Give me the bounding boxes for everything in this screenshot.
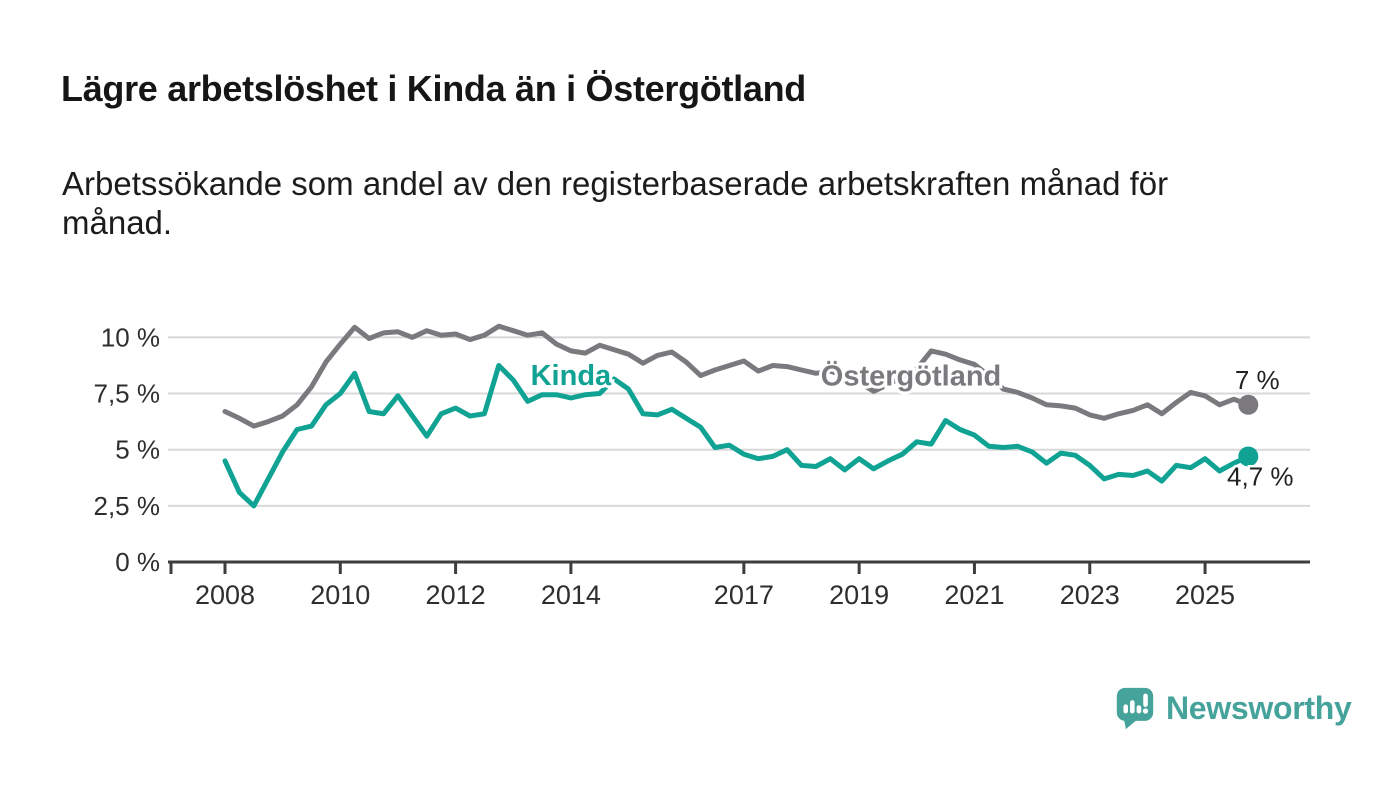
series-label-kinda: Kinda — [531, 360, 612, 392]
page-subtitle: Arbetssökande som andel av den registerb… — [62, 164, 1168, 242]
logo-bar-icon — [1123, 704, 1128, 714]
x-axis-label: 2010 — [310, 580, 370, 610]
newsworthy-logo: Newsworthy — [1116, 687, 1352, 730]
x-axis-label: 2025 — [1175, 580, 1235, 610]
x-axis-label: 2023 — [1060, 580, 1120, 610]
logo-bar-icon — [1130, 700, 1135, 714]
ostergotland-end-dot — [1238, 394, 1259, 415]
subtitle-line-2: månad. — [62, 204, 173, 241]
ostergotland-line — [222, 323, 1251, 429]
logo-exclamation-dot — [1142, 708, 1149, 714]
x-axis-label: 2008 — [195, 580, 255, 610]
x-axis-label: 2019 — [829, 580, 889, 610]
y-axis-label: 0 % — [115, 547, 160, 577]
x-axis-label: 2012 — [426, 580, 486, 610]
page-title: Lägre arbetslöshet i Kinda än i Östergöt… — [61, 68, 806, 109]
x-axis-label: 2014 — [541, 580, 601, 610]
kinda-end-value-label: 4,7 % — [1227, 461, 1294, 491]
ostergotland-end-value-label: 7 % — [1235, 365, 1280, 395]
y-axis-label: 5 % — [115, 435, 160, 465]
kinda-line — [222, 363, 1251, 509]
subtitle-line-1: Arbetssökande som andel av den registerb… — [62, 165, 1169, 202]
series-label-ostergotland: Östergötland — [821, 360, 1001, 393]
y-axis-label: 7,5 % — [94, 379, 161, 409]
logo-exclamation-icon — [1143, 693, 1148, 707]
kinda-end-dot — [1238, 446, 1259, 467]
x-axis-label: 2017 — [714, 580, 774, 610]
x-axis-label: 2021 — [944, 580, 1004, 610]
logo-speech-bubble-tail — [1123, 716, 1137, 730]
y-axis-label: 2,5 % — [94, 491, 161, 521]
newsworthy-logo-icon — [1116, 687, 1154, 730]
logo-bar-icon — [1136, 705, 1142, 714]
y-axis-label: 10 % — [101, 322, 160, 352]
newsworthy-logo-text: Newsworthy — [1166, 690, 1352, 726]
